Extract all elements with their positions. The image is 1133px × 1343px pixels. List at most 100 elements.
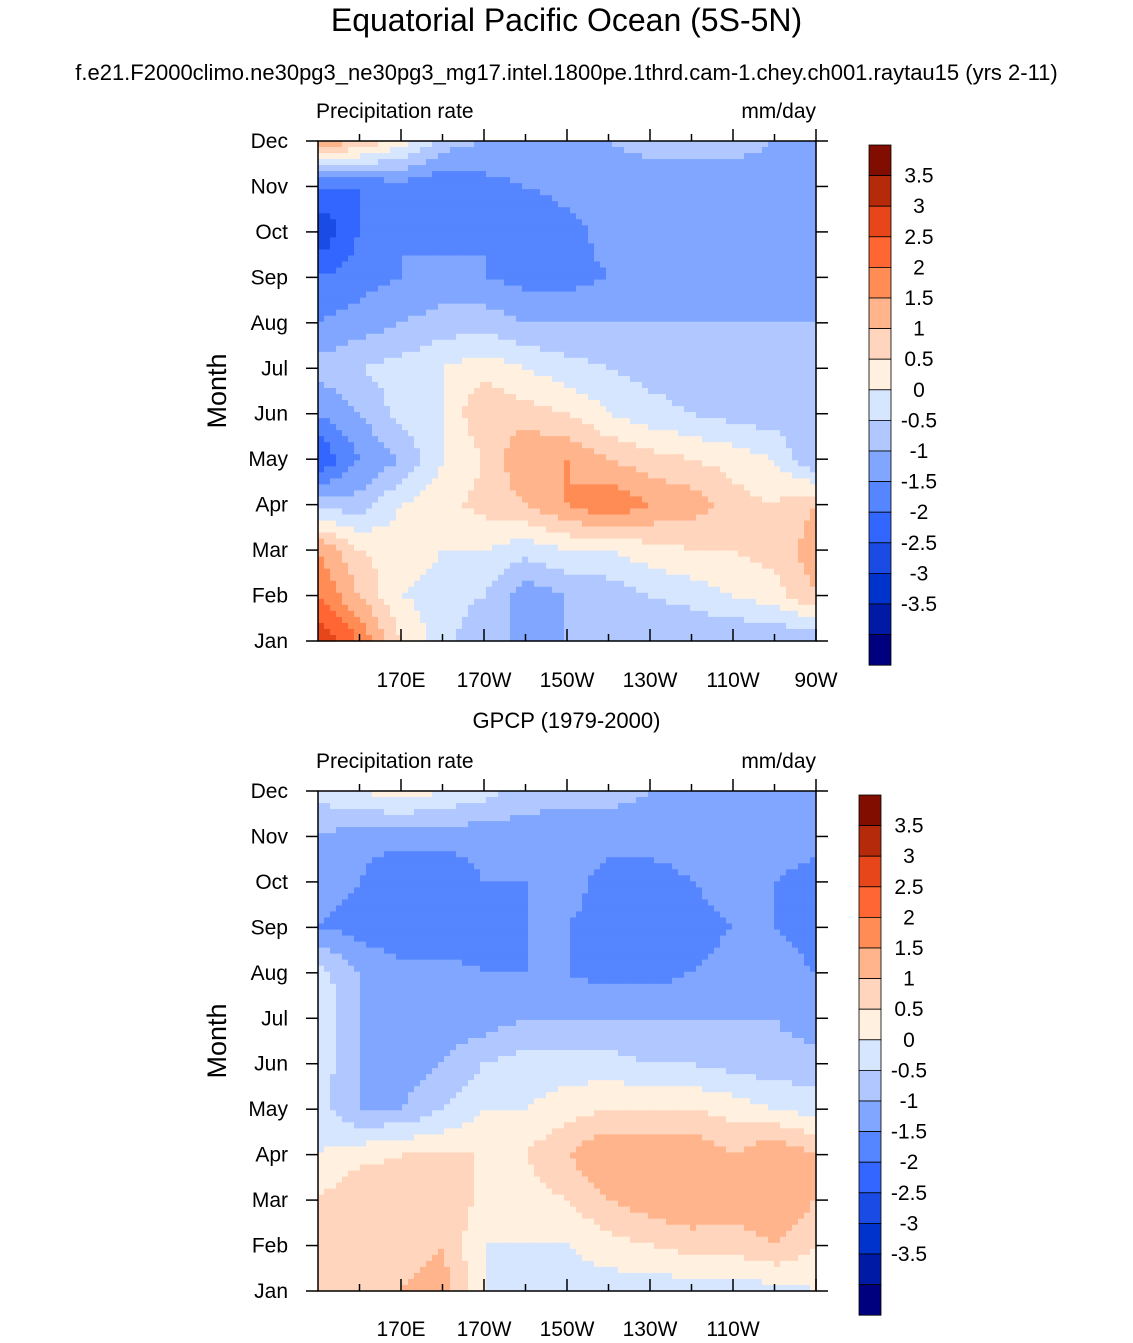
field-cell xyxy=(420,357,427,365)
field-cell xyxy=(558,472,565,479)
field-cell xyxy=(324,454,331,461)
field-cell xyxy=(402,484,409,491)
field-cell xyxy=(750,153,757,160)
field-cell xyxy=(456,478,463,485)
field-cell xyxy=(594,345,601,353)
panel-1: JanFebMarAprMayJunJulAugSepOctNovDec170E… xyxy=(202,100,937,692)
field-cell xyxy=(516,285,523,293)
field-cell xyxy=(798,147,805,154)
field-cell xyxy=(576,309,583,317)
field-cell xyxy=(774,207,781,214)
field-cell xyxy=(714,484,721,491)
field-cell xyxy=(468,261,475,269)
field-cell xyxy=(648,490,655,498)
field-cell xyxy=(456,496,463,504)
field-cell xyxy=(804,285,811,293)
field-cell xyxy=(708,267,715,275)
field-cell xyxy=(510,171,517,178)
field-cell xyxy=(558,406,565,413)
field-cell xyxy=(402,147,409,154)
field-cell xyxy=(522,183,529,190)
field-cell xyxy=(762,321,769,329)
field-cell xyxy=(540,387,547,395)
field-cell xyxy=(708,255,715,263)
field-cell xyxy=(504,339,511,347)
field-cell xyxy=(636,213,643,220)
field-cell xyxy=(660,171,667,178)
field-cell xyxy=(540,430,547,437)
field-cell xyxy=(420,327,427,335)
field-cell xyxy=(786,357,793,365)
field-cell xyxy=(576,249,583,257)
field-cell xyxy=(456,321,463,329)
field-cell xyxy=(720,369,727,377)
field-cell xyxy=(414,171,421,178)
field-cell xyxy=(774,219,781,226)
field-cell xyxy=(642,195,649,202)
field-cell xyxy=(402,357,409,365)
field-cell xyxy=(456,183,463,190)
field-cell xyxy=(390,430,397,437)
field-cell xyxy=(792,159,799,166)
field-cell xyxy=(576,183,583,190)
field-cell xyxy=(390,339,397,347)
field-cell xyxy=(318,303,325,311)
field-cell xyxy=(618,424,625,431)
field-cell xyxy=(354,231,361,238)
field-cell xyxy=(384,418,391,425)
field-cell xyxy=(630,327,637,335)
field-cell xyxy=(564,177,571,184)
field-cell xyxy=(708,363,715,371)
field-cell xyxy=(708,303,715,311)
field-cell xyxy=(684,363,691,371)
field-cell xyxy=(636,442,643,449)
field-cell xyxy=(510,303,517,311)
field-cell xyxy=(390,165,397,172)
field-cell xyxy=(792,327,799,335)
field-cell xyxy=(570,291,577,299)
field-cell xyxy=(702,496,709,504)
field-cell xyxy=(690,460,697,467)
field-cell xyxy=(648,442,655,449)
field-cell xyxy=(648,345,655,353)
field-cell xyxy=(756,321,763,329)
field-cell xyxy=(348,466,355,473)
field-cell xyxy=(672,165,679,172)
field-cell xyxy=(390,303,397,311)
field-cell xyxy=(696,267,703,275)
field-cell xyxy=(714,315,721,323)
field-cell xyxy=(522,369,529,377)
field-cell xyxy=(330,225,337,232)
field-cell xyxy=(726,303,733,311)
field-cell xyxy=(564,315,571,323)
field-cell xyxy=(366,279,373,287)
field-cell xyxy=(726,279,733,287)
field-cell xyxy=(504,207,511,214)
field-cell xyxy=(330,153,337,160)
field-cell xyxy=(438,339,445,347)
field-cell xyxy=(660,219,667,226)
field-cell xyxy=(672,171,679,178)
field-cell xyxy=(402,363,409,371)
field-cell xyxy=(396,195,403,202)
field-cell xyxy=(582,147,589,154)
field-cell xyxy=(666,375,673,383)
field-cell xyxy=(474,279,481,287)
field-cell xyxy=(414,369,421,377)
field-cell xyxy=(696,490,703,498)
field-cell xyxy=(354,333,361,341)
field-cell xyxy=(480,255,487,263)
field-cell xyxy=(594,424,601,431)
field-cell xyxy=(732,237,739,245)
field-cell xyxy=(690,225,697,232)
field-cell xyxy=(762,412,769,419)
field-cell xyxy=(396,273,403,281)
field-cell xyxy=(774,375,781,383)
field-cell xyxy=(648,496,655,504)
field-cell xyxy=(720,387,727,395)
field-cell xyxy=(708,496,715,504)
field-cell xyxy=(648,424,655,431)
field-cell xyxy=(522,484,529,491)
field-cell xyxy=(318,327,325,335)
field-cell xyxy=(570,406,577,413)
